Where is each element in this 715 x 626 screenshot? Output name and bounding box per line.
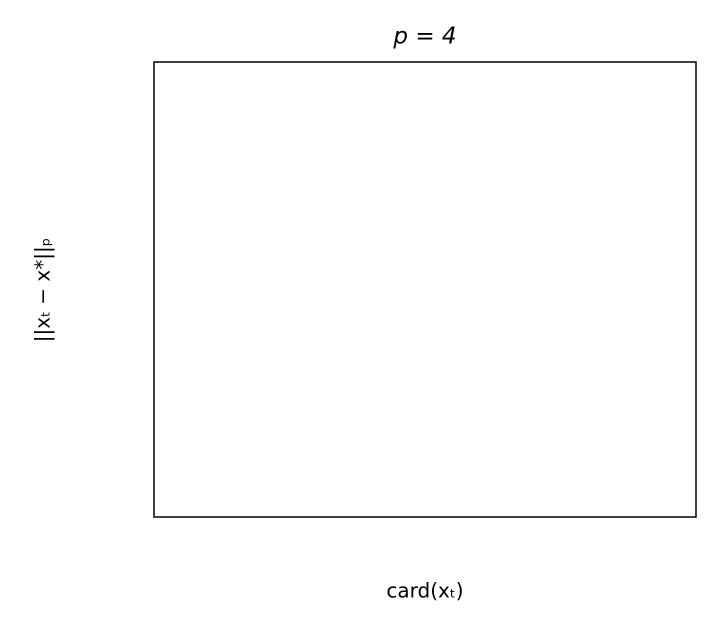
x-axis-label: card(xₜ)	[386, 579, 463, 603]
chart-title: p = 4	[392, 24, 456, 50]
axes-frame	[153, 61, 697, 518]
y-axis-label: ||xₜ − x*||ₚ	[31, 238, 55, 343]
